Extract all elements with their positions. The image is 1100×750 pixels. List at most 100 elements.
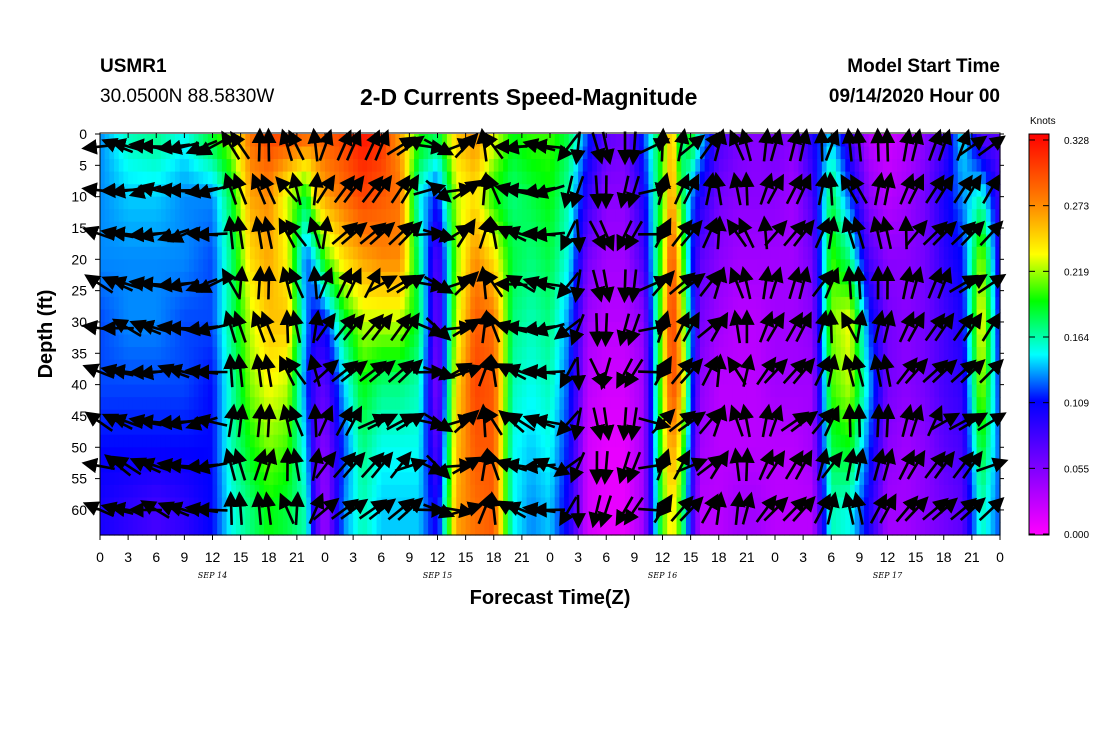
heat-cell <box>606 171 612 185</box>
heat-cell <box>273 509 279 524</box>
heat-cell <box>278 384 284 398</box>
heat-cell <box>714 522 720 536</box>
heat-cell <box>610 296 617 311</box>
heat-cell <box>390 309 396 323</box>
heat-cell <box>596 397 603 411</box>
heat-cell <box>184 284 190 298</box>
heat-cell <box>648 309 654 323</box>
heat-cell <box>156 497 162 511</box>
heat-cell <box>676 472 682 486</box>
heat-cell <box>610 459 617 473</box>
heat-cell <box>662 296 668 311</box>
heat-cell <box>437 409 443 423</box>
heat-cell <box>784 384 790 398</box>
heat-cell <box>376 259 382 273</box>
heat-cell <box>357 372 364 386</box>
heat-cell <box>817 184 823 198</box>
heat-cell <box>390 259 396 273</box>
heat-cell <box>564 296 570 311</box>
heat-cell <box>418 347 425 361</box>
heat-cell <box>128 447 134 461</box>
heat-cell <box>503 334 509 348</box>
heat-cell <box>540 472 546 486</box>
heat-cell <box>493 447 500 461</box>
heat-cell <box>709 196 715 210</box>
heat-cell <box>671 296 678 311</box>
heat-cell <box>568 509 575 524</box>
heat-cell <box>676 372 682 386</box>
heat-cell <box>226 259 232 273</box>
heat-cell <box>507 209 514 223</box>
heat-cell <box>170 309 176 323</box>
heat-cell <box>446 522 453 536</box>
heat-cell <box>367 447 373 461</box>
heat-cell <box>479 434 485 448</box>
heat-cell <box>681 347 687 361</box>
heat-cell <box>460 284 467 298</box>
heat-cell <box>545 234 551 248</box>
heat-cell <box>550 422 556 436</box>
heat-cell <box>685 159 692 173</box>
heat-cell <box>156 409 162 423</box>
heat-cell <box>329 246 335 260</box>
heat-cell <box>132 347 139 361</box>
heat-cell <box>385 347 392 361</box>
heat-cell <box>503 347 509 361</box>
heat-cell <box>100 146 106 160</box>
heat-cell <box>451 409 457 423</box>
heat-cell <box>610 522 617 536</box>
heat-cell <box>746 334 753 348</box>
heat-cell <box>296 221 303 235</box>
heat-cell <box>662 522 668 536</box>
heat-cell <box>718 159 725 173</box>
heat-cell <box>756 209 762 223</box>
heat-cell <box>235 296 242 311</box>
heat-cell <box>348 234 354 248</box>
heat-cell <box>123 509 129 524</box>
heat-cell <box>268 184 275 198</box>
heat-cell <box>137 484 143 499</box>
heat-cell <box>137 221 143 235</box>
heat-cell <box>409 397 415 411</box>
heat-cell <box>334 459 340 473</box>
heat-cell <box>170 384 176 398</box>
heat-cell <box>676 184 682 198</box>
heat-cell <box>559 497 565 511</box>
heat-cell <box>634 309 640 323</box>
heat-cell <box>615 409 621 423</box>
heat-cell <box>728 484 734 499</box>
heat-cell <box>123 246 129 260</box>
heat-cell <box>254 159 260 173</box>
heat-cell <box>320 484 326 499</box>
heat-cell <box>681 259 687 273</box>
heat-cell <box>779 184 785 198</box>
heat-cell <box>812 284 818 298</box>
heat-cell <box>521 246 528 260</box>
heat-cell <box>775 522 781 536</box>
heat-cell <box>432 384 439 398</box>
heat-cell <box>545 171 551 185</box>
heat-cell <box>606 522 612 536</box>
heat-cell <box>371 159 378 173</box>
heat-cell <box>470 347 476 361</box>
heat-cell <box>559 409 565 423</box>
heat-cell <box>245 159 251 173</box>
heat-cell <box>203 384 209 398</box>
heat-cell <box>151 384 157 398</box>
heat-cell <box>535 196 542 210</box>
heat-cell <box>765 246 771 260</box>
heat-cell <box>292 234 298 248</box>
heat-cell <box>765 347 771 361</box>
heat-cell <box>582 347 589 361</box>
heat-cell <box>165 372 171 386</box>
heat-cell <box>123 284 129 298</box>
heat-cell <box>653 397 659 411</box>
heat-cell <box>221 484 228 499</box>
heat-cell <box>639 484 645 499</box>
heat-cell <box>146 397 153 411</box>
heat-cell <box>301 497 307 511</box>
heat-cell <box>732 146 739 160</box>
heat-cell <box>301 422 307 436</box>
heat-cell <box>573 309 579 323</box>
heat-cell <box>226 159 232 173</box>
